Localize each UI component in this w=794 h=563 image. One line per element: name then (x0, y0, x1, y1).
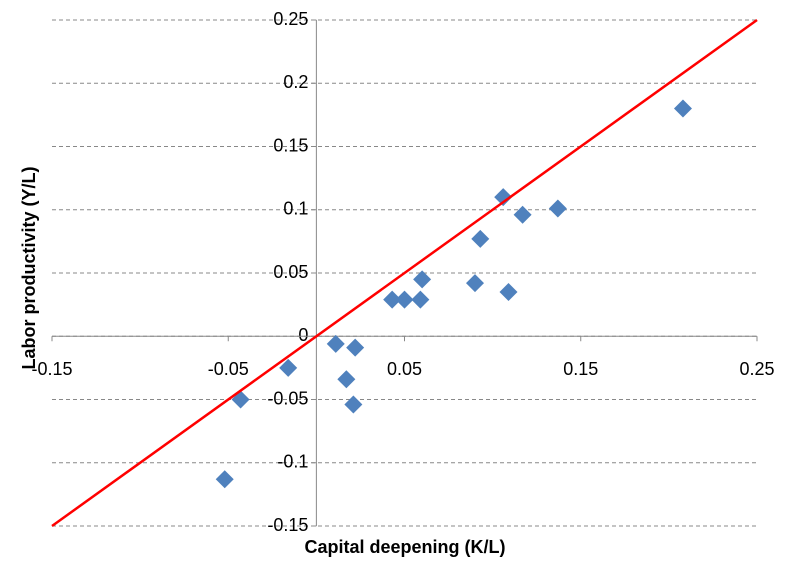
y-tick-label: 0.05 (273, 262, 308, 282)
x-tick-label: -0.05 (208, 359, 249, 379)
scatter-point (383, 290, 402, 309)
y-tick-label: -0.15 (267, 515, 308, 535)
scatter-point (344, 395, 363, 414)
x-axis-title: Capital deepening (K/L) (304, 537, 505, 557)
scatter-point (499, 282, 518, 301)
y-tick-label: -0.1 (277, 452, 308, 472)
x-tick-label: 0.05 (387, 359, 422, 379)
scatter-point (548, 199, 567, 218)
y-tick-label: -0.05 (267, 388, 308, 408)
scatter-point (326, 334, 345, 353)
scatter-point (215, 470, 234, 489)
scatter-point (411, 290, 430, 309)
scatter-point (395, 290, 414, 309)
scatter-point (673, 99, 692, 118)
scatter-point (466, 274, 484, 293)
scatter-point (346, 338, 365, 357)
scatter-point (231, 390, 250, 409)
scatter-point (337, 370, 356, 389)
x-tick-label: 0.15 (563, 359, 598, 379)
y-tick-label: 0.2 (283, 72, 308, 92)
y-tick-label: 0 (298, 325, 308, 345)
scatter-point (513, 205, 532, 224)
y-axis-title: Labor productivity (Y/L) (19, 166, 39, 369)
x-tick-label: 0.25 (739, 359, 774, 379)
x-tick-label: -0.15 (31, 359, 72, 379)
scatter-point (279, 358, 298, 377)
y-tick-label: 0.25 (273, 9, 308, 29)
scatter-point (494, 188, 513, 207)
y-tick-label: 0.1 (283, 199, 308, 219)
y-tick-label: 0.15 (273, 135, 308, 155)
scatter-point (413, 270, 432, 289)
trend-line (51, 18, 758, 528)
scatter-point (471, 229, 490, 248)
